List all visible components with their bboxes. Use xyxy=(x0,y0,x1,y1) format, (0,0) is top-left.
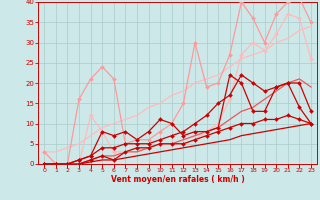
X-axis label: Vent moyen/en rafales ( km/h ): Vent moyen/en rafales ( km/h ) xyxy=(111,175,244,184)
